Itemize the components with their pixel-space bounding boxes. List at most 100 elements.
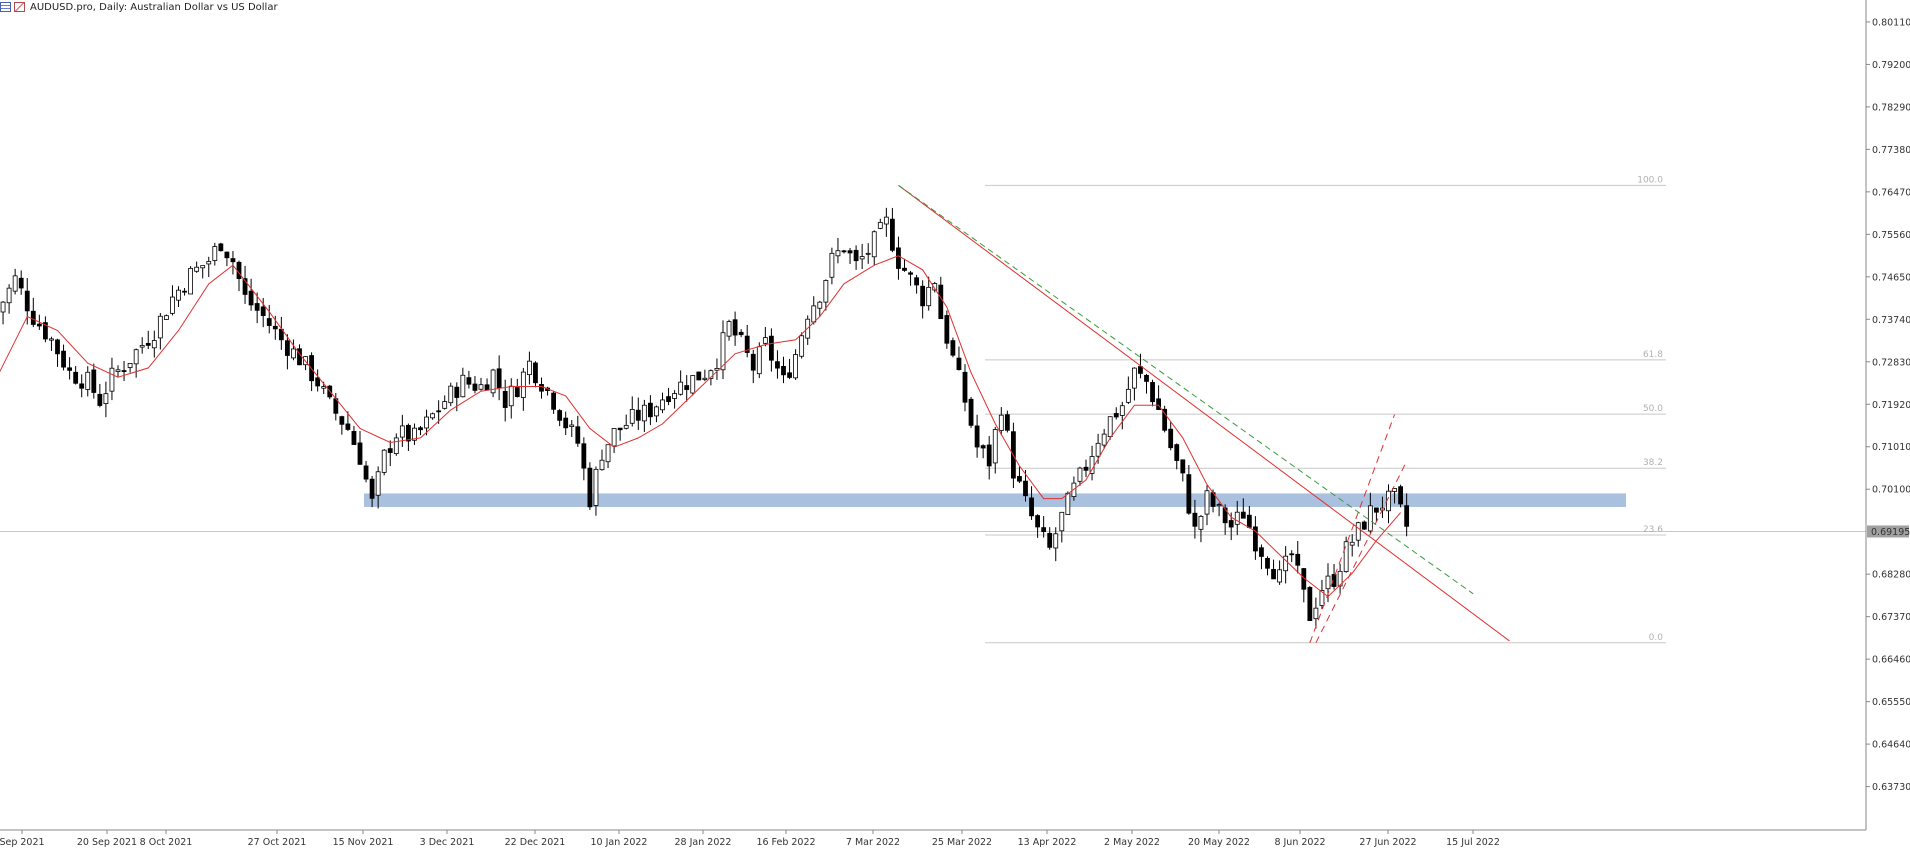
candle-up	[157, 315, 163, 339]
candle-down	[145, 342, 151, 346]
candle-down	[1404, 505, 1410, 527]
chart-title: AUDUSD.pro, Daily: Australian Dollar vs …	[30, 1, 278, 13]
candle-down	[284, 340, 290, 356]
time-tick-label: 8 Oct 2021	[140, 837, 193, 848]
time-tick-label: 27 Oct 2021	[248, 837, 307, 848]
candle-down	[1192, 512, 1198, 527]
candle-up	[672, 393, 677, 399]
time-tick-label: Sep 2021	[0, 837, 45, 848]
candle-down	[73, 371, 79, 384]
price-tick-label: 0.65550	[1872, 697, 1910, 708]
candle-up	[611, 428, 617, 447]
candle-down	[1222, 507, 1228, 524]
price-tick-label: 0.70100	[1872, 485, 1910, 496]
candle-down	[1240, 511, 1246, 519]
price-tick-label: 0.74650	[1872, 272, 1910, 283]
candle-down	[557, 410, 563, 421]
candle-up	[1132, 367, 1137, 389]
candle-down	[224, 251, 230, 259]
candle-up	[103, 393, 109, 405]
bar-chart-icon[interactable]	[0, 2, 11, 12]
fib-level-label: 23.6	[1643, 525, 1663, 535]
candle-up	[291, 348, 296, 359]
candle-down	[1361, 521, 1367, 530]
candle-down	[1047, 532, 1053, 548]
fib-level-label: 50.0	[1643, 404, 1663, 414]
candle-down	[1162, 408, 1168, 431]
time-tick-label: 7 Mar 2022	[846, 837, 900, 848]
candle-down	[79, 383, 85, 389]
candle-down	[986, 444, 992, 467]
candle-down	[357, 442, 363, 465]
price-tick-label: 0.68280	[1872, 570, 1910, 581]
candle-down	[1228, 520, 1234, 528]
candle-down	[847, 250, 853, 254]
candle-down	[750, 353, 756, 371]
candle-up	[678, 381, 684, 395]
candle-down	[514, 387, 520, 398]
candle-down	[902, 267, 907, 271]
downtrend-line	[898, 184, 1510, 642]
candle-down	[533, 362, 538, 384]
candle-down	[369, 478, 375, 499]
candle-down	[1295, 553, 1301, 566]
indicator-icon[interactable]	[14, 2, 25, 12]
candle-up	[998, 414, 1004, 431]
candle-down	[242, 278, 248, 295]
candle-down	[1180, 459, 1186, 474]
candle-up	[430, 413, 436, 419]
candle-down	[1186, 474, 1192, 514]
time-tick-label: 15 Jul 2022	[1446, 837, 1500, 848]
candle-up	[321, 386, 327, 389]
candle-down	[950, 340, 956, 356]
time-tick-label: 16 Feb 2022	[756, 837, 815, 848]
candle-up	[508, 385, 514, 407]
price-tick-label: 0.72830	[1872, 357, 1910, 368]
candle-up	[170, 296, 175, 314]
candle-down	[61, 350, 66, 368]
channel-line	[1309, 414, 1396, 643]
candle-up	[460, 374, 466, 398]
candle-up	[726, 321, 732, 337]
candle-up	[478, 384, 484, 390]
time-tick-label: 13 Apr 2022	[1018, 837, 1077, 848]
candle-up	[399, 425, 405, 438]
candle-down	[769, 335, 774, 361]
candle-down	[272, 325, 278, 330]
candle-down	[345, 423, 351, 430]
candle-down	[472, 383, 478, 391]
fib-level-label: 0.0	[1649, 633, 1664, 643]
candle-down	[502, 391, 508, 408]
candle-up	[926, 286, 932, 307]
dashed-trend-line	[898, 184, 1474, 595]
candle-up	[527, 360, 532, 376]
candle-down	[1023, 480, 1028, 497]
candle-up	[605, 444, 611, 463]
candle-down	[696, 371, 702, 381]
candle-down	[539, 384, 544, 392]
candle-up	[1059, 511, 1065, 532]
price-tick-label: 0.64640	[1872, 740, 1910, 751]
candle-up	[932, 283, 938, 291]
candle-up	[762, 337, 768, 344]
price-tick-label: 0.71010	[1872, 442, 1910, 453]
candle-up	[835, 250, 841, 257]
candle-down	[1041, 527, 1047, 533]
time-tick-label: 27 Jun 2022	[1359, 837, 1416, 848]
candle-up	[1349, 541, 1355, 546]
candle-down	[1083, 466, 1089, 471]
candle-up	[654, 406, 659, 417]
candle-down	[1138, 366, 1143, 374]
candle-up	[133, 349, 139, 365]
candle-up	[811, 305, 817, 323]
candle-down	[315, 377, 321, 387]
candle-down	[551, 392, 556, 410]
candle-down	[1259, 547, 1264, 557]
candle-down	[956, 357, 962, 370]
candle-down	[980, 445, 986, 449]
candles	[0, 207, 1410, 629]
candle-up	[1313, 607, 1319, 620]
candle-up	[381, 449, 387, 473]
candle-up	[6, 287, 12, 304]
